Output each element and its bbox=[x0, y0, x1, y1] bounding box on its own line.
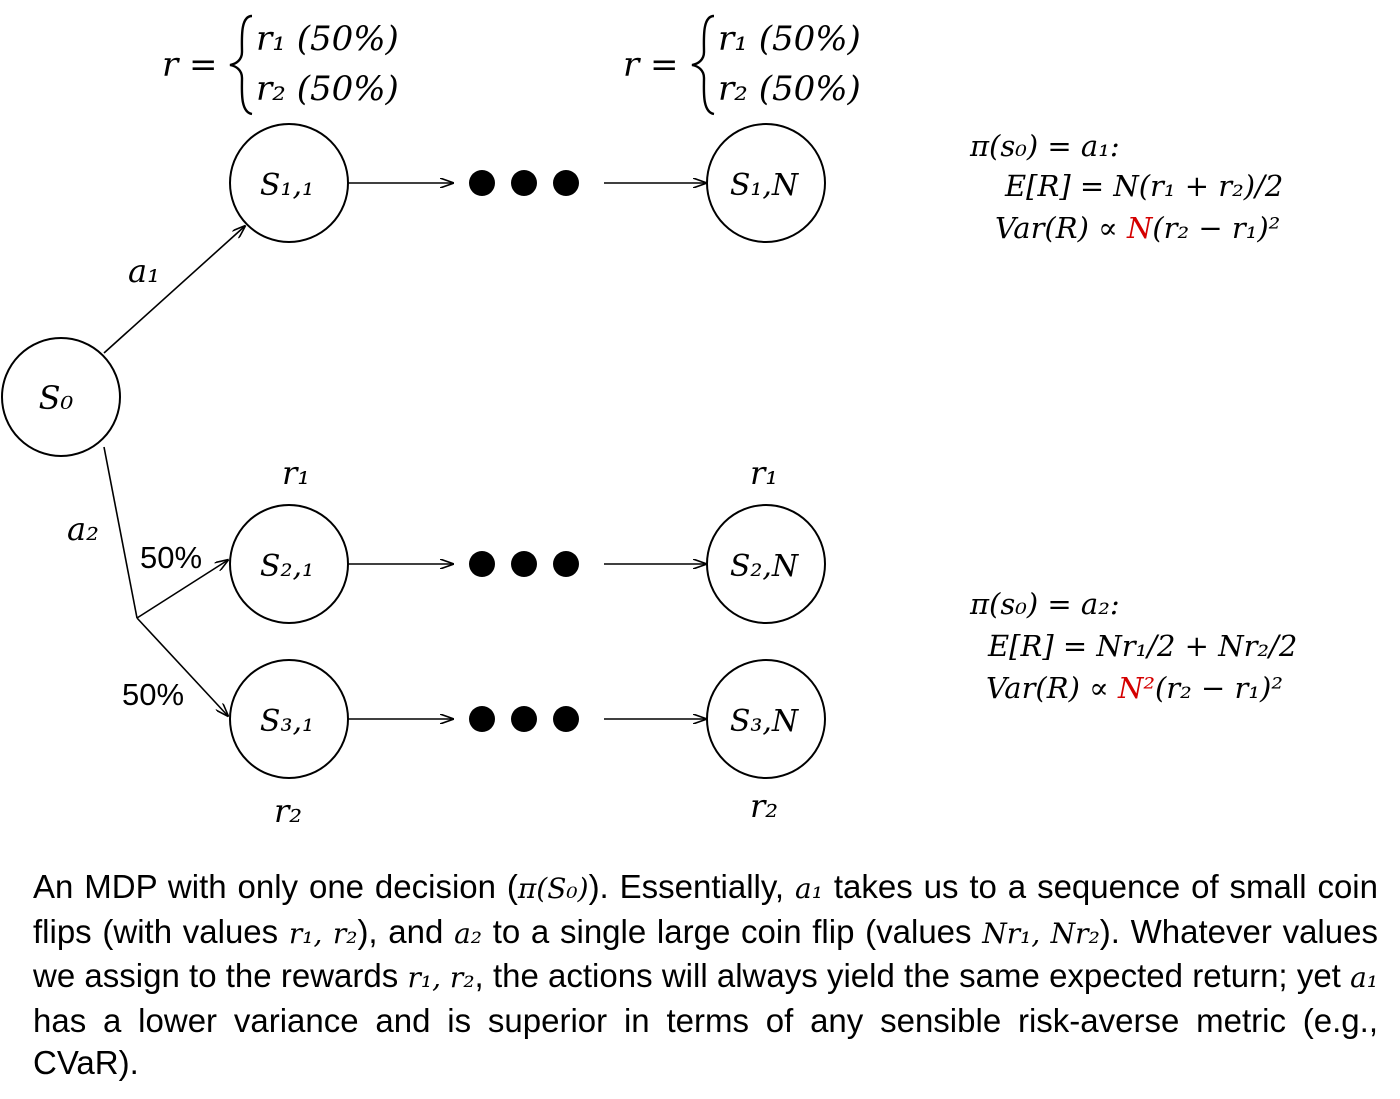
reward-distribution-right: r = r₁ (50%) r₂ (50%) bbox=[623, 14, 861, 116]
node-s3n: S₃,N bbox=[706, 659, 826, 779]
node-s31: S₃,₁ bbox=[229, 659, 349, 779]
node-s11: S₁,₁ bbox=[229, 123, 349, 243]
edge-coin-upper bbox=[136, 560, 228, 619]
figure-caption: An MDP with only one decision (π(S₀)). E… bbox=[33, 868, 1378, 1081]
policy-header: π(s₀) = a₁: bbox=[969, 129, 1120, 163]
action-label-a2: a₂ bbox=[67, 510, 99, 548]
curly-brace bbox=[691, 14, 715, 116]
node-label: S₀ bbox=[39, 379, 74, 417]
mdp-diagram: r = r₁ (50%) r₂ (50%) r = r₁ (50%) r₂ (5… bbox=[1, 14, 1297, 830]
reward-label-s31: r₂ bbox=[274, 792, 302, 830]
variance: Var(R) ∝ N²(r₂ − r₁)² bbox=[986, 671, 1283, 705]
edge-a1 bbox=[103, 226, 245, 354]
policy-a1-annotation: π(s₀) = a₁: E[R] = N(r₁ + r₂)/2 Var(R) ∝… bbox=[969, 129, 1283, 245]
node-label: S₁,₁ bbox=[260, 168, 314, 203]
node-label: S₃,₁ bbox=[260, 704, 314, 739]
curly-brace bbox=[229, 14, 253, 116]
reward-distribution-left: r = r₁ (50%) r₂ (50%) bbox=[162, 14, 399, 116]
policy-header: π(s₀) = a₂: bbox=[969, 587, 1120, 621]
node-label: S₂,₁ bbox=[260, 549, 314, 584]
node-s21: S₂,₁ bbox=[229, 504, 349, 624]
edge-a2 bbox=[103, 446, 138, 619]
edge-coin-lower bbox=[136, 617, 228, 716]
reward-lhs: r = bbox=[623, 45, 679, 85]
node-s2n: S₂,N bbox=[706, 504, 826, 624]
variance: Var(R) ∝ N(r₂ − r₁)² bbox=[995, 211, 1280, 245]
node-label: S₃,N bbox=[730, 704, 800, 739]
variance-highlight: N bbox=[1126, 211, 1154, 245]
ellipsis-row3 bbox=[469, 706, 579, 732]
node-s1n: S₁,N bbox=[706, 123, 826, 243]
ellipsis-row2 bbox=[469, 551, 579, 577]
reward-label-s3n: r₂ bbox=[750, 787, 778, 825]
probability-label-lower: 50% bbox=[122, 677, 184, 712]
reward-case-1: r₁ (50%) bbox=[256, 19, 399, 59]
reward-lhs: r = bbox=[162, 45, 218, 85]
action-label-a1: a₁ bbox=[128, 252, 160, 290]
probability-label-upper: 50% bbox=[140, 540, 202, 575]
variance-highlight: N² bbox=[1117, 671, 1155, 705]
node-label: S₂,N bbox=[730, 549, 800, 584]
node-label: S₁,N bbox=[730, 168, 800, 203]
ellipsis-row1 bbox=[469, 170, 579, 196]
reward-case-1: r₁ (50%) bbox=[718, 19, 861, 59]
expected-return: E[R] = Nr₁/2 + Nr₂/2 bbox=[987, 629, 1297, 663]
expected-return: E[R] = N(r₁ + r₂)/2 bbox=[1004, 169, 1283, 203]
node-s0: S₀ bbox=[1, 337, 121, 457]
policy-a2-annotation: π(s₀) = a₂: E[R] = Nr₁/2 + Nr₂/2 Var(R) … bbox=[969, 587, 1297, 705]
reward-case-2: r₂ (50%) bbox=[718, 69, 861, 109]
reward-case-2: r₂ (50%) bbox=[256, 69, 399, 109]
reward-label-s21: r₁ bbox=[282, 454, 310, 492]
reward-label-s2n: r₁ bbox=[750, 454, 778, 492]
